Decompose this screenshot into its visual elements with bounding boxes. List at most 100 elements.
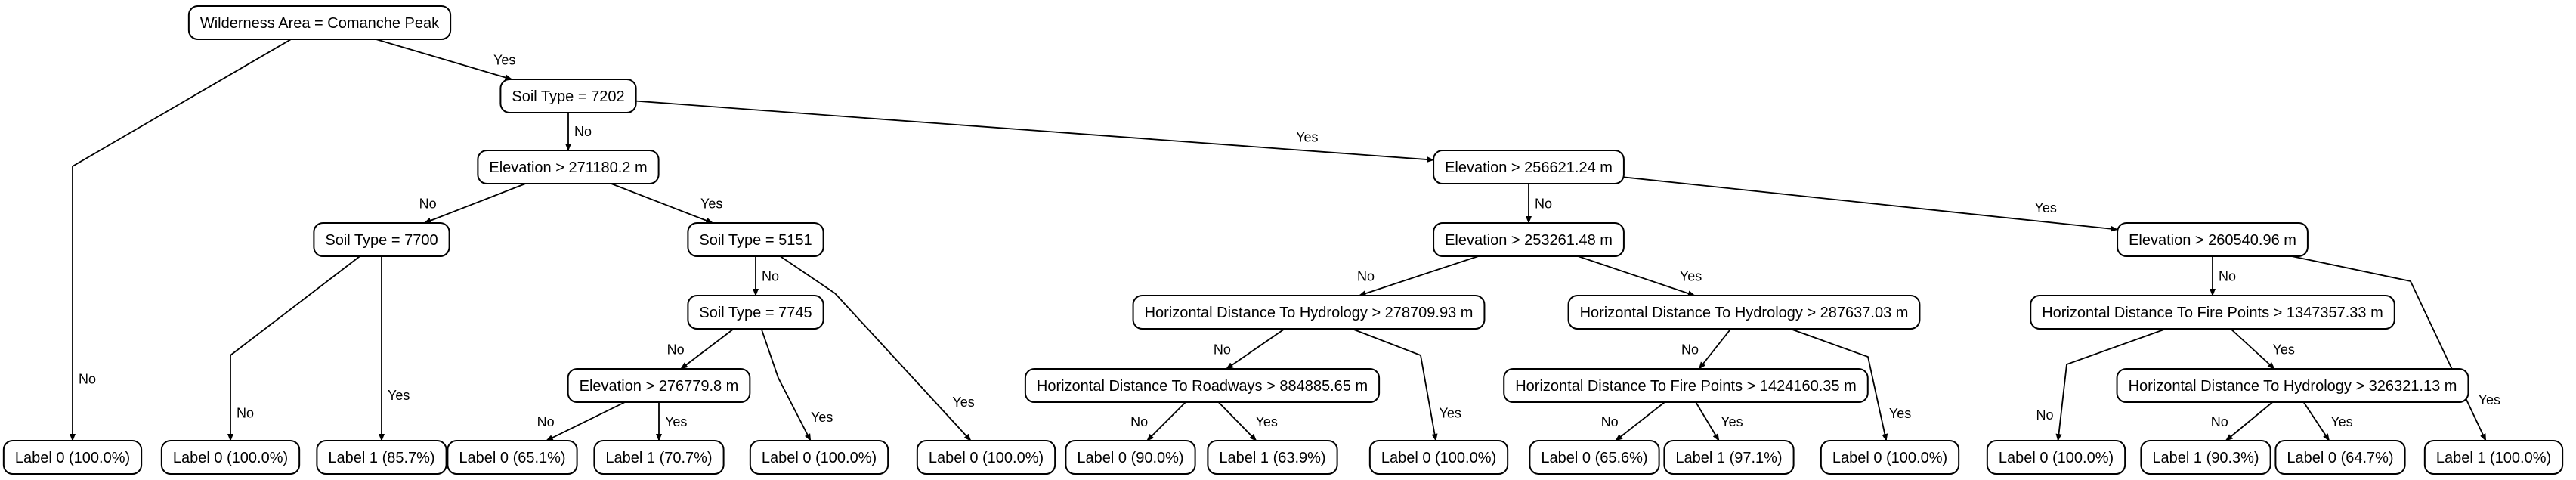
- edge-arrow: [2230, 328, 2275, 370]
- leaf-node: Label 0 (64.7%): [2274, 440, 2406, 475]
- node-label: Horizontal Distance To Fire Points > 134…: [2042, 305, 2383, 321]
- edge-label: Yes: [665, 414, 687, 429]
- leaf-node: Label 0 (100.0%): [2, 440, 143, 475]
- decision-node: Elevation > 256621.24 m: [1433, 150, 1625, 184]
- node-label: Soil Type = 7202: [512, 88, 624, 105]
- node-box: [1503, 368, 1869, 403]
- node-label: Label 0 (65.6%): [1541, 450, 1647, 466]
- node-label: Label 1 (100.0%): [2436, 450, 2551, 466]
- leaf-node: Label 0 (100.0%): [1820, 440, 1960, 475]
- edge-arrow: [70, 39, 292, 441]
- edge-label: No: [1681, 342, 1699, 357]
- node-label: Label 0 (64.7%): [2287, 450, 2393, 466]
- leaf-node: Label 0 (100.0%): [916, 440, 1056, 475]
- edge-label: No: [237, 406, 254, 421]
- node-box: [1065, 440, 1196, 475]
- leaf-node: Label 0 (100.0%): [1986, 440, 2126, 475]
- decision-node: Wilderness Area = Comanche Peak: [187, 5, 452, 40]
- edge-label: No: [1535, 197, 1552, 212]
- edge-label: Yes: [1255, 414, 1277, 429]
- node-box: [687, 222, 824, 257]
- node-label: Label 1 (97.1%): [1675, 450, 1782, 466]
- decision-node: Elevation > 260540.96 m: [2117, 222, 2309, 257]
- leaf-node: Label 1 (85.7%): [316, 440, 447, 475]
- node-label: Elevation > 253261.48 m: [1445, 232, 1613, 249]
- node-label: Elevation > 271180.2 m: [489, 159, 647, 176]
- edge-arrow: [760, 328, 812, 441]
- edge-label: No: [79, 372, 96, 387]
- decision-node: Horizontal Distance To Hydrology > 28763…: [1567, 295, 1921, 330]
- edge-label: No: [1601, 414, 1619, 429]
- edge-label: No: [2036, 407, 2054, 423]
- edge-label: No: [2219, 269, 2236, 284]
- node-label: Soil Type = 7745: [699, 305, 812, 321]
- node-box: [1567, 295, 1921, 330]
- node-label: Label 0 (100.0%): [762, 450, 877, 466]
- node-box: [2274, 440, 2406, 475]
- leaf-node: Label 1 (97.1%): [1663, 440, 1795, 475]
- node-label: Horizontal Distance To Hydrology > 32632…: [2129, 378, 2457, 395]
- leaf-node: Label 1 (63.9%): [1207, 440, 1338, 475]
- edge-arrow: [1226, 328, 1285, 370]
- node-box: [2423, 440, 2564, 475]
- node-box: [916, 440, 1056, 475]
- decision-node: Soil Type = 7202: [499, 79, 637, 113]
- node-label: Label 1 (63.9%): [1219, 450, 1325, 466]
- edge-label: Yes: [811, 410, 833, 425]
- edge-label: Yes: [1721, 414, 1743, 429]
- edge-arrow: [546, 401, 626, 441]
- node-box: [160, 440, 301, 475]
- decision-node: Soil Type = 7700: [313, 222, 450, 257]
- node-box: [1433, 150, 1625, 184]
- edge-label: No: [667, 342, 685, 357]
- node-label: Horizontal Distance To Fire Points > 142…: [1515, 378, 1857, 395]
- node-label: Horizontal Distance To Hydrology > 27870…: [1145, 305, 1474, 321]
- edge-label: No: [1357, 269, 1375, 284]
- edge-label: Yes: [1439, 406, 1461, 421]
- edge-label: Yes: [2330, 414, 2352, 429]
- decision-node: Elevation > 276779.8 m: [567, 368, 751, 403]
- edge-arrow: [2302, 401, 2330, 441]
- node-box: [1529, 440, 1660, 475]
- node-box: [2140, 440, 2271, 475]
- edge-arrow: [1789, 328, 1888, 441]
- edge-arrow: [1217, 401, 1257, 441]
- edge-label: Yes: [700, 197, 722, 212]
- node-label: Wilderness Area = Comanche Peak: [200, 15, 440, 32]
- edge-arrow: [1698, 328, 1732, 370]
- edge-label: Yes: [1680, 269, 1702, 284]
- node-box: [567, 368, 751, 403]
- node-label: Label 0 (65.1%): [459, 450, 565, 466]
- decision-node: Horizontal Distance To Hydrology > 32632…: [2116, 368, 2469, 403]
- decision-node: Horizontal Distance To Hydrology > 27870…: [1132, 295, 1486, 330]
- edge-label: Yes: [388, 388, 410, 403]
- leaf-node: Label 0 (65.6%): [1529, 440, 1660, 475]
- nodes-layer: Wilderness Area = Comanche Peak Soil Type…: [2, 5, 2564, 475]
- edge-label: No: [1214, 342, 1231, 357]
- node-box: [1132, 295, 1486, 330]
- edge-arrow: [611, 183, 714, 224]
- node-box: [2117, 222, 2309, 257]
- decision-node: Horizontal Distance To Roadways > 884885…: [1024, 368, 1381, 403]
- node-box: [1663, 440, 1795, 475]
- node-label: Label 0 (100.0%): [1999, 450, 2114, 466]
- edge-label: Yes: [2479, 392, 2500, 407]
- node-box: [2030, 295, 2395, 330]
- leaf-node: Label 0 (100.0%): [1368, 440, 1509, 475]
- node-box: [1820, 440, 1960, 475]
- edge-arrow: [1695, 401, 1720, 441]
- edge-label: Yes: [2273, 342, 2295, 357]
- leaf-node: Label 0 (65.1%): [447, 440, 578, 475]
- node-label: Elevation > 256621.24 m: [1445, 159, 1613, 176]
- node-label: Label 0 (90.0%): [1077, 450, 1183, 466]
- leaf-node: Label 1 (90.3%): [2140, 440, 2271, 475]
- node-box: [2116, 368, 2469, 403]
- node-label: Label 1 (70.7%): [605, 450, 712, 466]
- edge-arrow: [2291, 255, 2487, 441]
- node-box: [499, 79, 637, 113]
- edge-label: Yes: [2035, 200, 2057, 215]
- leaf-node: Label 0 (90.0%): [1065, 440, 1196, 475]
- node-box: [1207, 440, 1338, 475]
- node-box: [313, 222, 450, 257]
- edge-arrow: [1146, 401, 1186, 441]
